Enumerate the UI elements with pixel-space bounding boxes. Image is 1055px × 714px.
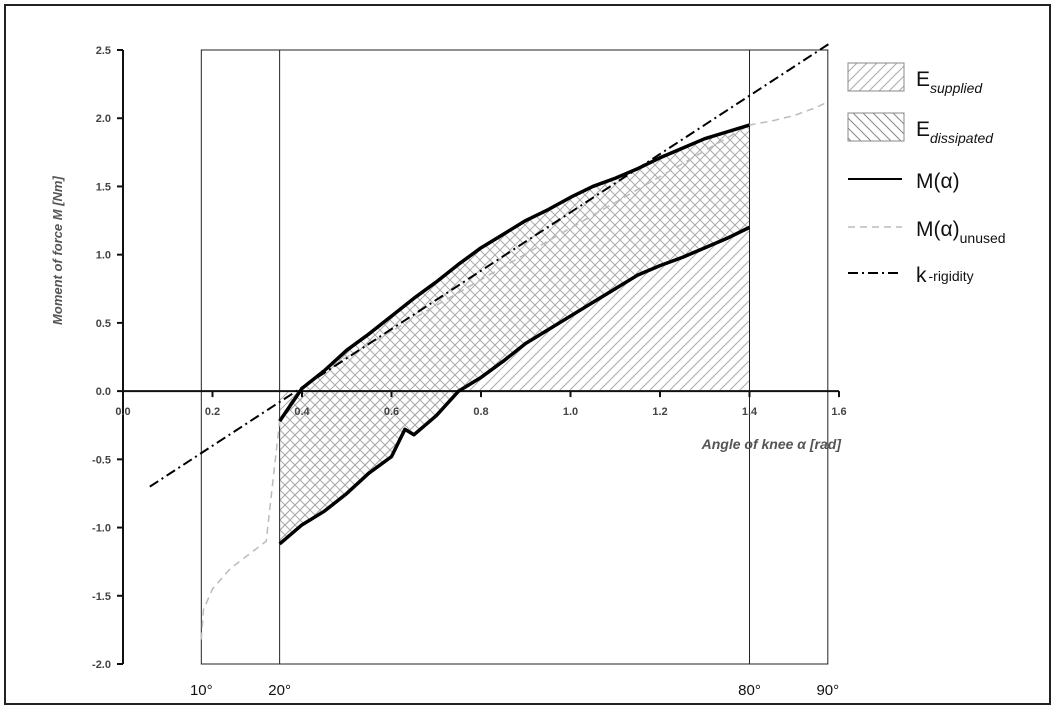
y-tick-label: 0.5 [96,318,111,330]
x-tick-label: 0.6 [384,406,399,418]
x-tick-label: 1.2 [652,406,667,418]
y-tick-label: 0.0 [96,386,111,398]
degree-markers: 10° 20° 80° 90° [190,682,839,699]
degree-marker-label: 10° [190,682,213,699]
legend-item-dissipated: Edissipated [847,112,994,146]
degree-marker-label: 90° [816,682,839,699]
x-tick-label: 1.4 [742,406,758,418]
x-axis-label: Angle of knee α [rad] [701,436,843,452]
legend-label-k: k -rigidity [916,264,974,287]
series-m-unloading [278,225,751,546]
plot-box [200,49,829,665]
legend-swatch-supplied [847,62,905,92]
x-tick-label: 0.4 [294,406,310,418]
y-tick-label: -2.0 [92,659,111,671]
legend-item-m-unused: M(α)unused [848,218,1006,246]
e-dissipated-region [279,125,750,544]
legend-label-supplied: Esupplied [916,68,983,96]
x-tick-label: 1.6 [831,406,846,418]
legend-item-m: M(α) [848,170,960,193]
outer-border [4,4,1051,705]
legend-label-dissipated: Edissipated [916,118,994,146]
y-tick-label: -0.5 [92,454,111,466]
y-tick-label: 1.0 [96,250,111,262]
y-tick-label: -1.0 [92,523,111,535]
y-tick-label: 2.5 [96,45,111,57]
y-axis-label: Moment of force M [Nm] [50,176,65,325]
x-tick-label: 1.0 [563,406,578,418]
legend-swatch-dissipated [847,112,905,142]
legend-label-m-unused: M(α)unused [916,218,1006,246]
degree-marker-label: 20° [268,682,291,699]
legend-label-m: M(α) [916,170,960,193]
legend: Esupplied Edissipated M(α) M(α)unused k-… [847,62,1006,287]
x-tick-label: 0.2 [205,406,220,418]
legend-item-k: k -rigidity [848,264,974,287]
y-tick-label: -1.5 [92,591,111,603]
x-tick-label: 0.8 [473,406,488,418]
legend-item-supplied: Esupplied [847,62,983,96]
x-ticks: 0.0 0.2 0.4 0.6 0.8 1.0 1.2 1.4 1.6 [115,391,847,418]
x-tick-label: 0.0 [115,406,130,418]
series-layer [149,42,831,640]
degree-marker-label: 80° [738,682,761,699]
y-tick-label: 1.5 [96,181,111,193]
y-ticks: 2.5 2.0 1.5 1.0 0.5 0.0 -0.5 -1.0 -1.5 -2.0 [92,45,123,671]
series-m-loading [278,123,751,423]
y-tick-label: 2.0 [96,113,111,125]
series-k-rigidity [149,42,831,488]
e-supplied-region [279,227,750,544]
